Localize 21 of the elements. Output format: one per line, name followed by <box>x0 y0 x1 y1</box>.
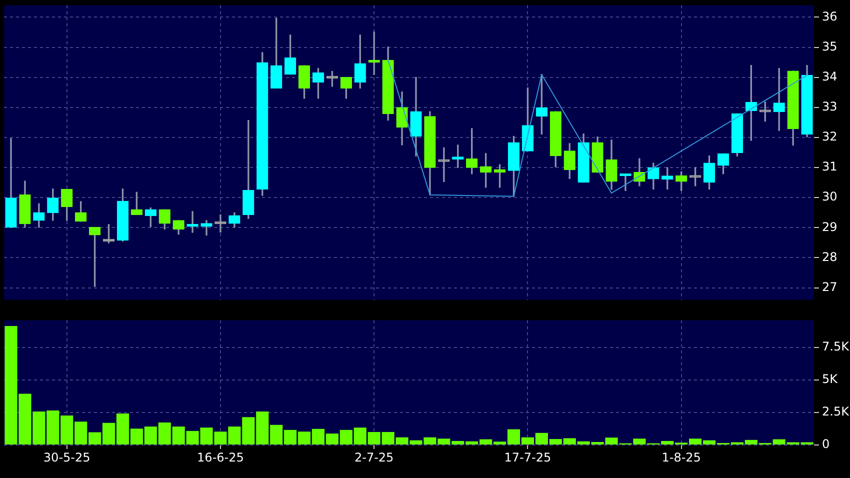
x-tick-label: 16-6-25 <box>197 450 244 464</box>
x-tick-label: 2-7-25 <box>354 450 394 464</box>
y-tick-label: 0 <box>822 437 830 452</box>
y-tick-label: 29 <box>822 220 838 234</box>
y-tick-label: 2.5K <box>822 404 850 419</box>
x-tick-label: 17-7-25 <box>504 450 552 464</box>
candlestick <box>186 211 198 233</box>
y-tick-label: 30 <box>822 190 838 204</box>
y-tick-label: 36 <box>822 9 838 24</box>
y-tick-label: 28 <box>822 250 838 264</box>
y-tick-label: 31 <box>822 160 838 174</box>
y-tick-label: 27 <box>822 280 838 294</box>
y-tick-label: 7.5K <box>822 340 850 354</box>
candlestick <box>200 220 212 236</box>
y-tick-label: 35 <box>822 39 838 54</box>
y-tick-label: 5K <box>822 372 839 386</box>
y-tick-label: 34 <box>822 69 838 84</box>
y-tick-label: 32 <box>822 130 838 144</box>
y-tick-label: 33 <box>822 100 838 114</box>
x-tick-label: 30-5-25 <box>43 450 90 464</box>
x-tick-label: 1-8-25 <box>662 450 701 464</box>
